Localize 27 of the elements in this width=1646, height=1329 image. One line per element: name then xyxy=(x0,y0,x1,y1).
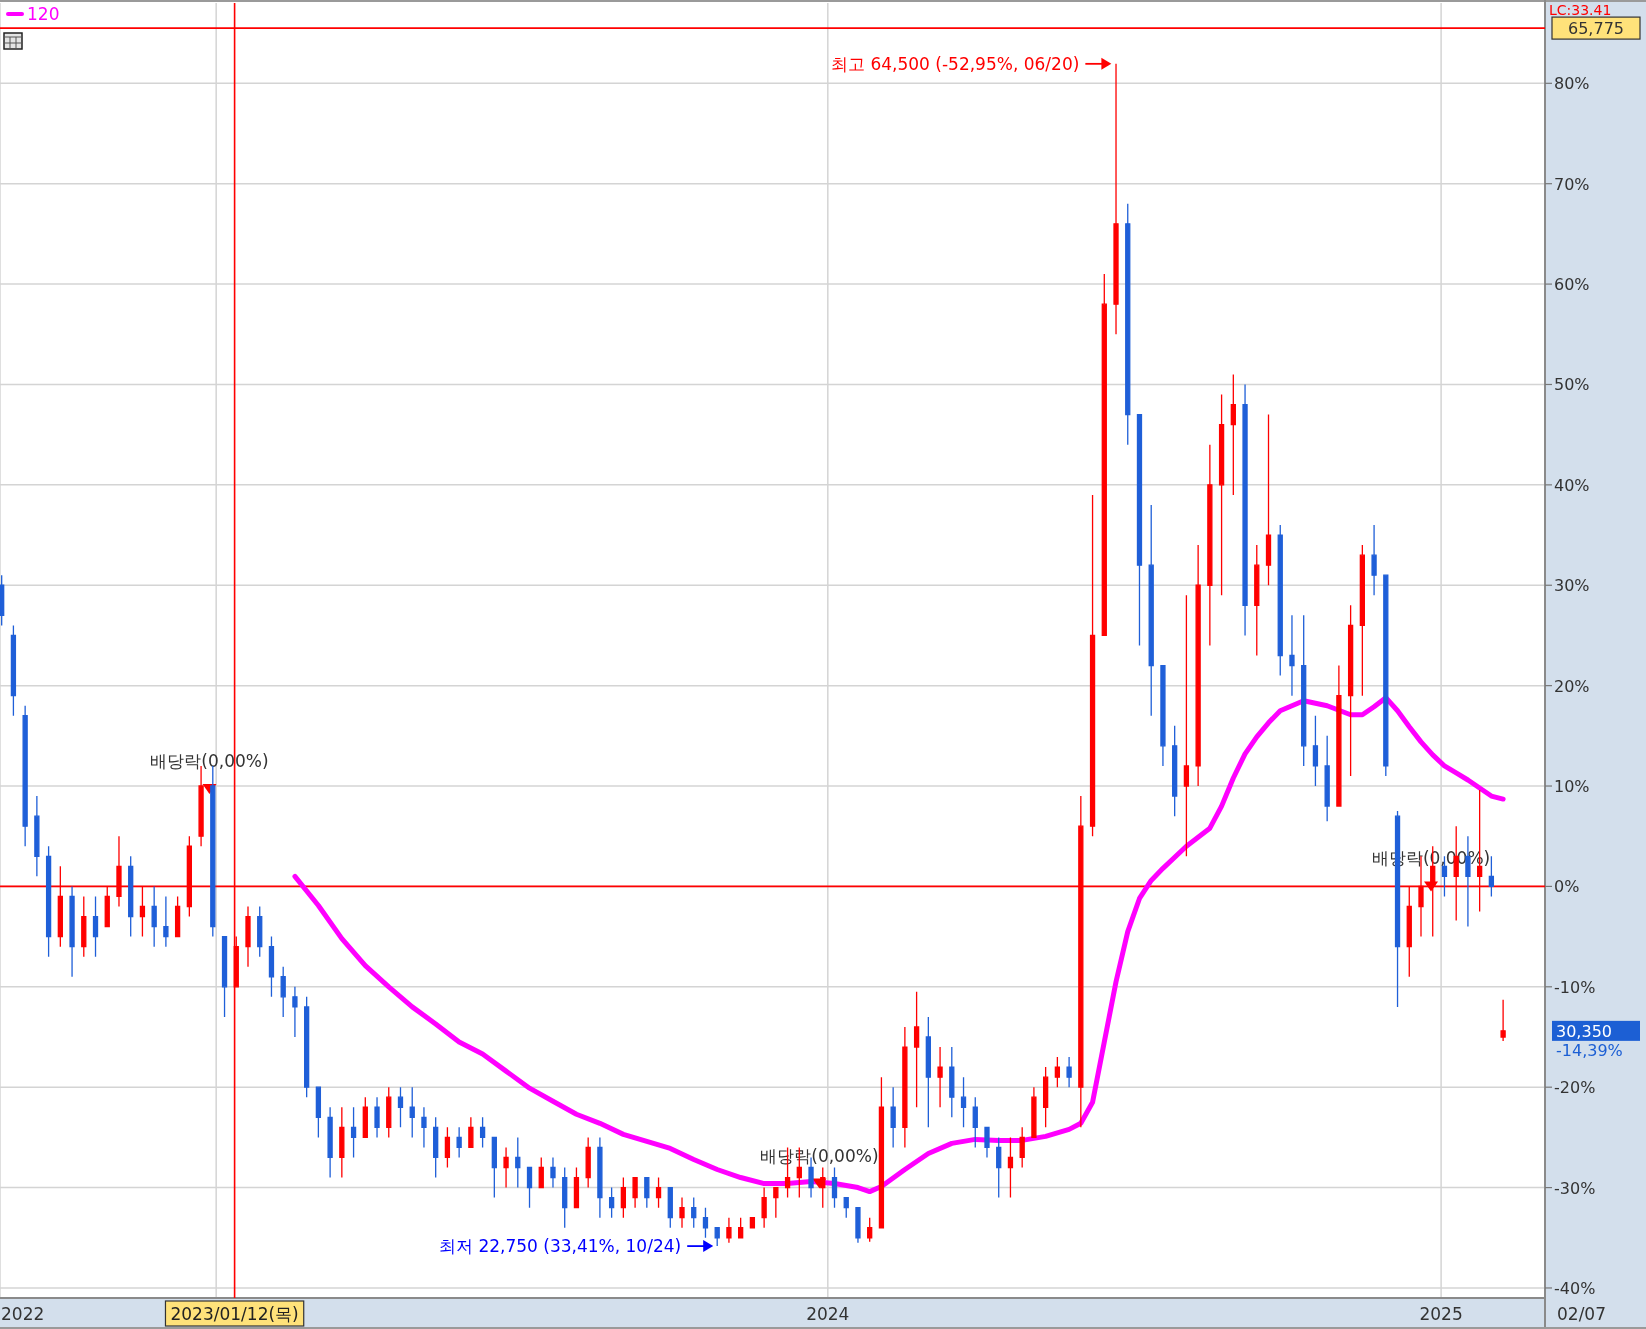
y-tick-label: 10% xyxy=(1554,777,1590,797)
y-tick-label: -10% xyxy=(1554,977,1596,997)
y-tick-label: 0% xyxy=(1554,877,1580,897)
y-tick-label: -30% xyxy=(1554,1178,1596,1198)
y-tick-label: 50% xyxy=(1554,375,1590,395)
x-tick-label: 2024 xyxy=(806,1304,850,1324)
ref-line-label: 2023/01/12(목) xyxy=(170,1304,299,1324)
y-tick-label: 80% xyxy=(1554,74,1590,94)
y-tick-label: 70% xyxy=(1554,174,1590,194)
x-tick-label: 2025 xyxy=(1419,1304,1463,1324)
y-tick-label: 20% xyxy=(1554,676,1590,696)
x-tick-label: 2022 xyxy=(1,1304,45,1324)
annotation: 최고 64,500 (-52,95%, 06/20) xyxy=(831,53,1080,74)
y-tick-label: 30% xyxy=(1554,576,1590,596)
y-tick-label: -20% xyxy=(1554,1078,1596,1098)
annotation: 최저 22,750 (33,41%, 10/24) xyxy=(439,1236,682,1257)
y-tick-label: -40% xyxy=(1554,1278,1596,1298)
price-box: 30,350 xyxy=(1552,1020,1640,1041)
xlabel-box: 2023/01/12(목) xyxy=(164,1300,305,1327)
y-tick-label: 40% xyxy=(1554,475,1590,495)
text: 02/07 xyxy=(1557,1304,1606,1324)
text: -14,39% xyxy=(1556,1040,1623,1060)
crosshair-value-box: 65,775 xyxy=(1551,16,1641,40)
text: LC:33.41 xyxy=(1549,2,1612,18)
legend-label: 120 xyxy=(27,4,60,24)
legend-entry: 120 xyxy=(6,4,60,24)
y-tick-label: 60% xyxy=(1554,275,1590,295)
